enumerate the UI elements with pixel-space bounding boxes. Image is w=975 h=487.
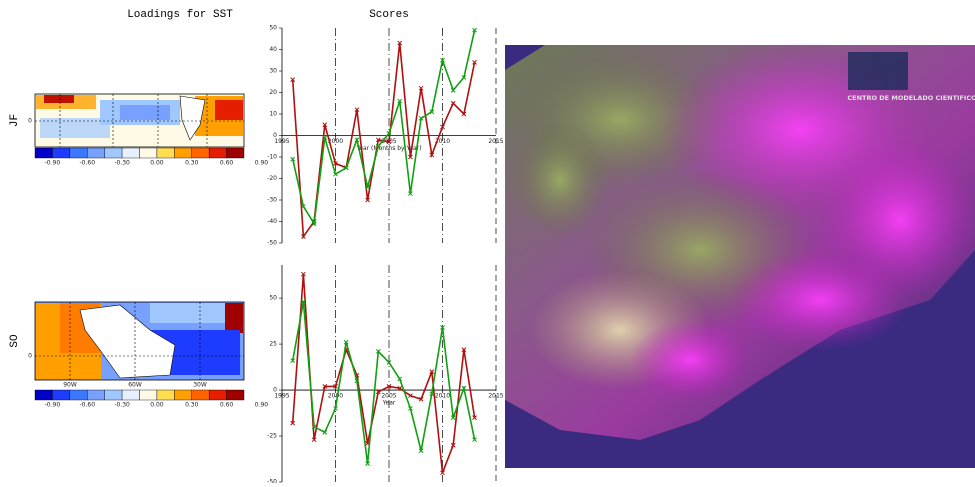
colorbar-label: 0.00 [150,402,164,409]
colorbar-cell [227,390,244,400]
colorbar-cell [122,390,139,400]
colorbar-cell [87,148,104,158]
y-tick-label: 50 [269,25,277,32]
colorbar-cell [227,148,244,158]
colorbar-label: 0.00 [150,160,164,167]
colorbar-cell [35,148,52,158]
y-tick-label: -20 [267,175,277,182]
page: Loadings for SST [0,0,975,483]
lat-label: 0 [28,118,32,125]
colorbar-cell [105,148,122,158]
y-tick-label: 40 [269,46,277,53]
y-tick-label: 30 [269,68,277,75]
colorbar-cell [209,390,226,400]
colorbar-label: 0.30 [185,160,199,167]
colorbar-label: 0.60 [220,402,234,409]
logo-text: CENTRO DE MODELADO CIENTIFICO [847,94,975,102]
colorbar-cell [192,148,209,158]
x-tick-label: 1995 [274,138,289,145]
colorbar-label: 0.60 [220,160,234,167]
map-label: SO [9,334,21,348]
x-axis-label: Year [382,400,396,407]
x-tick-label: 1995 [274,393,289,400]
y-tick-label: -50 [267,240,277,247]
colorbar-cell [70,390,87,400]
colorbar-cell [140,390,157,400]
colorbar-label: 0.90 [255,160,269,167]
y-tick-label: -25 [267,433,277,440]
series-line [293,30,475,224]
y-tick-label: 50 [269,295,277,302]
colorbar-cell [192,390,209,400]
y-tick-label: 10 [269,111,277,118]
lon-label: 60W [128,382,142,389]
loadings-title: Loadings for SST [127,9,233,21]
y-tick-label: 20 [269,89,277,96]
colorbar-label: -0.30 [114,160,130,167]
colorbar-cell [52,390,69,400]
colorbar-cell [140,148,157,158]
colorbar-cell [122,148,139,158]
colorbar-label: -0.60 [79,402,95,409]
colorbar-cell [174,390,191,400]
colorbar-label: 0.30 [185,402,199,409]
y-tick-label: -10 [267,154,277,161]
chart-title: Scores [369,9,409,21]
y-tick-label: -30 [267,197,277,204]
series-line [293,302,475,464]
colorbar-label: -0.90 [45,160,61,167]
map [35,302,244,380]
colorbar-cell [35,390,52,400]
map [35,94,244,147]
colorbar-cell [70,148,87,158]
colorbar-cell [52,148,69,158]
colorbar-cell [209,148,226,158]
colorbar-cell [174,148,191,158]
lon-label: 30W [193,382,207,389]
colorbar-cell [87,390,104,400]
figure: Loadings for SST [0,0,975,483]
lat-label: 0 [28,353,32,360]
colorbar-cell [157,390,174,400]
colorbar-label: 0.90 [255,402,269,409]
y-tick-label: 25 [269,341,277,348]
colorbar-label: -0.60 [79,160,95,167]
map-label: JF [9,114,21,127]
colorbar-label: -0.30 [114,402,130,409]
colorbar-cell [157,148,174,158]
y-tick-label: -40 [267,218,277,225]
y-tick-label: -50 [267,479,277,484]
colorbar-label: -0.90 [45,402,61,409]
visualization-image: CENTRO DE MODELADO CIENTIFICO [505,40,975,468]
colorbar-cell [105,390,122,400]
lon-label: 90W [63,382,77,389]
